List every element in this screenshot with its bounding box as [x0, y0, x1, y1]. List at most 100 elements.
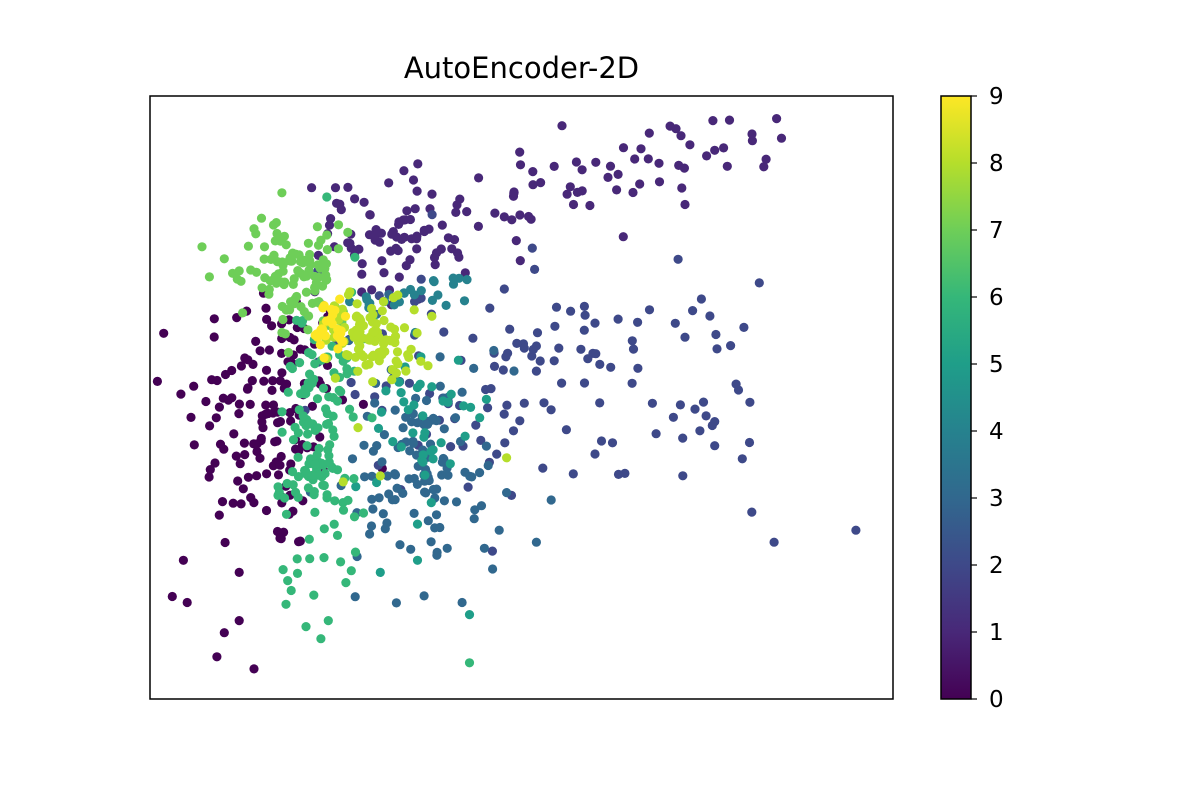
- scatter-point: [335, 294, 345, 304]
- scatter-point: [499, 212, 509, 222]
- scatter-point: [505, 324, 515, 334]
- scatter-point: [337, 304, 347, 314]
- scatter-point: [546, 405, 556, 415]
- scatter-point: [178, 555, 188, 565]
- scatter-point: [257, 283, 267, 293]
- scatter-point: [369, 327, 379, 337]
- colorbar-gradient: [940, 95, 972, 700]
- scatter-point: [280, 277, 290, 287]
- scatter-point: [305, 369, 315, 379]
- scatter-point: [283, 576, 293, 586]
- scatter-point: [508, 426, 519, 436]
- scatter-point: [359, 197, 369, 207]
- scatter-point: [359, 352, 369, 362]
- scatter-point: [234, 399, 244, 409]
- colorbar-tick-label: 2: [989, 553, 1004, 579]
- scatter-point: [557, 121, 567, 131]
- colorbar-tick-label: 1: [989, 620, 1004, 646]
- scatter-point: [473, 221, 483, 231]
- scatter-point: [307, 183, 317, 193]
- scatter-point: [462, 275, 472, 285]
- scatter-point: [358, 399, 368, 409]
- scatter-point: [722, 161, 732, 171]
- scatter-point: [365, 335, 375, 345]
- scatter-point: [644, 305, 655, 315]
- scatter-point: [530, 264, 540, 274]
- scatter-point: [310, 507, 320, 517]
- scatter-point: [281, 509, 292, 519]
- scatter-point: [499, 284, 509, 294]
- scatter-point: [205, 421, 215, 431]
- scatter-point: [322, 230, 332, 240]
- scatter-point: [464, 658, 475, 668]
- scatter-point: [409, 508, 419, 518]
- scatter-point: [252, 439, 262, 449]
- scatter-point: [605, 161, 616, 171]
- scatter-point: [409, 305, 419, 315]
- scatter-point: [345, 238, 355, 248]
- scatter-point: [471, 420, 481, 430]
- scatter-point: [399, 166, 409, 176]
- scatter-point: [220, 537, 230, 548]
- scatter-point: [304, 418, 314, 428]
- scatter-point: [264, 284, 274, 294]
- scatter-point: [353, 344, 364, 354]
- scatter-point: [719, 143, 729, 153]
- scatter-point: [319, 301, 329, 311]
- scatter-point: [214, 510, 224, 520]
- scatter-point: [263, 408, 273, 419]
- scatter-point: [452, 200, 462, 210]
- scatter-point: [341, 578, 351, 588]
- scatter-point: [398, 215, 408, 225]
- scatter-point: [209, 314, 219, 324]
- scatter-point: [219, 254, 229, 264]
- scatter-point: [361, 360, 371, 370]
- scatter-point: [273, 470, 284, 480]
- scatter-point: [367, 303, 377, 314]
- scatter-point: [492, 449, 502, 459]
- scatter-point: [312, 394, 323, 404]
- scatter-point: [512, 338, 522, 348]
- scatter-point: [378, 297, 389, 307]
- scatter-point: [240, 450, 250, 460]
- scatter-point: [361, 292, 371, 302]
- scatter-point: [463, 482, 473, 492]
- scatter-point: [389, 300, 399, 310]
- scatter-point: [551, 302, 562, 312]
- scatter-point: [379, 315, 389, 326]
- scatter-point: [365, 529, 375, 539]
- scatter-point: [479, 543, 489, 553]
- scatter-point: [509, 366, 519, 376]
- scatter-point: [292, 568, 303, 579]
- scatter-point: [469, 514, 479, 524]
- scatter-point: [501, 352, 511, 362]
- scatter-point: [404, 474, 414, 484]
- scatter-point: [259, 376, 269, 386]
- scatter-point: [754, 278, 764, 288]
- scatter-point: [201, 396, 211, 407]
- scatter-point: [531, 366, 542, 376]
- scatter-point: [227, 393, 237, 403]
- scatter-point: [427, 311, 437, 321]
- scatter-point: [438, 396, 448, 406]
- scatter-point: [579, 301, 590, 311]
- scatter-point: [420, 428, 430, 438]
- scatter-point: [628, 187, 638, 198]
- scatter-point: [579, 378, 590, 388]
- scatter-point: [568, 469, 578, 479]
- scatter-point: [747, 136, 758, 146]
- scatter-point: [322, 274, 332, 285]
- scatter-point: [303, 429, 313, 439]
- scatter-point: [390, 331, 401, 341]
- scatter-point: [426, 537, 436, 547]
- scatter-point: [618, 232, 628, 242]
- scatter-point: [701, 411, 711, 421]
- scatter-point: [670, 318, 680, 328]
- scatter-point: [591, 157, 601, 167]
- scatter-point: [283, 347, 294, 358]
- scatter-point: [603, 172, 613, 182]
- scatter-point: [724, 115, 735, 125]
- scatter-point: [685, 140, 695, 150]
- scatter-point: [469, 363, 479, 373]
- scatter-point: [239, 438, 249, 448]
